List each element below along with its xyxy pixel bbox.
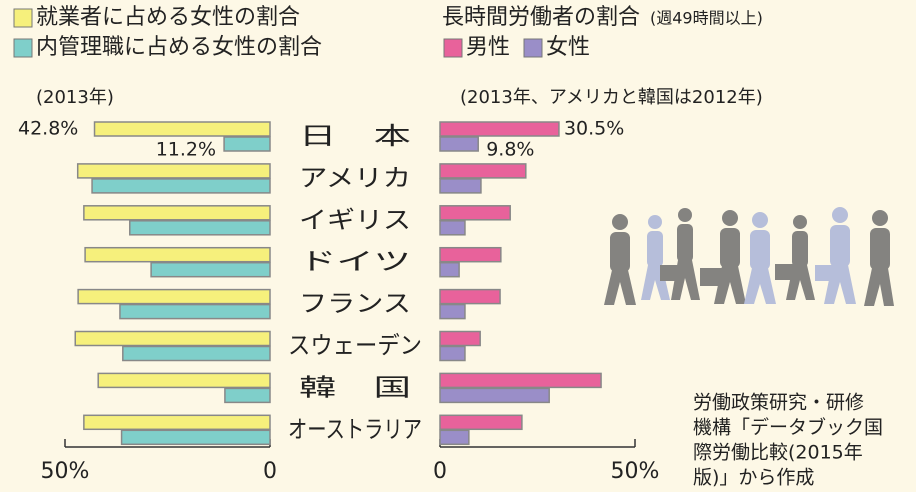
legend-label: 内管理職に占める女性の割合 [36, 35, 322, 60]
bar [440, 373, 601, 387]
subtitle: (2013年) [36, 87, 114, 108]
bar [84, 206, 270, 220]
category-label: イギリス [299, 206, 411, 234]
category-label: アメリカ [299, 164, 411, 192]
value-label: 42.8% [18, 118, 78, 140]
bar [440, 415, 522, 429]
bar [440, 263, 459, 277]
legend-swatch [14, 39, 32, 57]
bar [120, 305, 270, 319]
chart-title: 長時間労働者の割合 [442, 5, 640, 30]
chart: 就業者に占める女性の割合内管理職に占める女性の割合 男性 女性 長時間労働者の割合 (週… [0, 0, 916, 492]
bar [98, 373, 270, 387]
bar [84, 415, 270, 429]
category-label: ドイツ [299, 248, 411, 276]
bar [440, 248, 501, 262]
bar [440, 347, 465, 361]
category-label: スウェーデン [288, 332, 422, 360]
bar [440, 122, 559, 136]
value-label: 9.8% [486, 139, 534, 161]
bar [78, 164, 270, 178]
bar [440, 206, 510, 220]
bar [92, 179, 270, 193]
bar [440, 388, 549, 402]
bar [130, 221, 270, 235]
value-label: 30.5% [564, 118, 624, 140]
bar [440, 137, 478, 151]
value-label: 11.2% [156, 139, 216, 161]
legend-label: 女性 [546, 35, 590, 60]
legend-swatch [524, 39, 542, 57]
category-label: 日 本 [299, 122, 411, 150]
x-tick-label: 0 [263, 459, 277, 484]
title-note: (週49時間以上) [650, 9, 763, 28]
category-label: オーストラリア [288, 415, 422, 443]
bar [440, 332, 480, 346]
source-note: 際労働比較(2015年 [693, 442, 863, 464]
bar [225, 388, 270, 402]
bar [440, 305, 465, 319]
bar [151, 263, 270, 277]
bar [78, 290, 270, 304]
bar [440, 221, 465, 235]
bar [122, 430, 270, 444]
bar [224, 137, 270, 151]
subtitle: (2013年、アメリカと韓国は2012年) [460, 87, 763, 108]
legend-swatch [14, 9, 32, 27]
source-note: 版)」から作成 [693, 467, 814, 489]
bar [440, 290, 500, 304]
x-tick-label: 50% [41, 459, 90, 484]
legend-swatch [444, 39, 462, 57]
category-label: フランス [299, 290, 411, 318]
bar [95, 122, 270, 136]
bar [75, 332, 270, 346]
legend-label: 就業者に占める女性の割合 [36, 5, 300, 30]
x-tick-label: 50% [611, 459, 660, 484]
bar [85, 248, 270, 262]
source-note: 労働政策研究・研修 [693, 392, 864, 414]
bar [440, 164, 526, 178]
source-note: 機構「データブック国 [693, 416, 883, 439]
bar [123, 347, 270, 361]
legend-label: 男性 [466, 35, 510, 60]
page: 就業者に占める女性の割合内管理職に占める女性の割合 男性 女性 長時間労働者の割合 (週… [0, 0, 916, 492]
bar [440, 430, 469, 444]
x-tick-label: 0 [433, 459, 447, 484]
category-label: 韓 国 [299, 373, 411, 401]
bar [440, 179, 481, 193]
